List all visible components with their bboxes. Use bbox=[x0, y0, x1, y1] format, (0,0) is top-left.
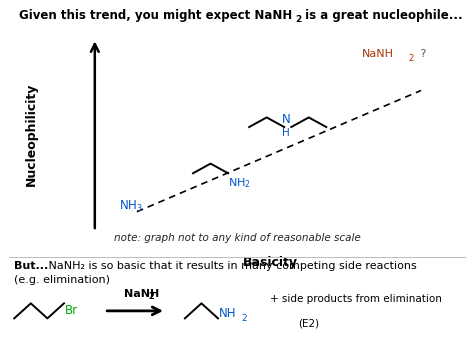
Text: (E2): (E2) bbox=[299, 318, 320, 329]
Text: Br: Br bbox=[65, 303, 78, 317]
Text: note: graph not to any kind of reasonable scale: note: graph not to any kind of reasonabl… bbox=[114, 233, 360, 243]
Text: is a great nucleophile...: is a great nucleophile... bbox=[301, 9, 462, 22]
Text: Nucleophilicity: Nucleophilicity bbox=[25, 83, 38, 187]
Text: 2: 2 bbox=[295, 15, 301, 24]
Text: H: H bbox=[282, 128, 290, 138]
Text: NaNH: NaNH bbox=[124, 289, 159, 299]
Text: + side products from elimination: + side products from elimination bbox=[270, 294, 442, 304]
Text: NH: NH bbox=[219, 307, 237, 320]
Text: NaNH: NaNH bbox=[361, 49, 393, 59]
Text: Given this trend, you might expect NaNH: Given this trend, you might expect NaNH bbox=[19, 9, 292, 22]
Text: (e.g. elimination): (e.g. elimination) bbox=[14, 275, 110, 285]
Text: ?: ? bbox=[418, 49, 427, 59]
Text: 2: 2 bbox=[242, 314, 247, 323]
Text: $\mathregular{NH_2}$: $\mathregular{NH_2}$ bbox=[228, 176, 251, 190]
Text: 2: 2 bbox=[148, 292, 154, 301]
Text: N: N bbox=[282, 113, 291, 126]
Text: Basicity: Basicity bbox=[243, 256, 298, 269]
Text: NaNH₂ is so basic that it results in many competing side reactions: NaNH₂ is so basic that it results in man… bbox=[45, 261, 417, 271]
Text: 2: 2 bbox=[409, 54, 414, 63]
Text: But...: But... bbox=[14, 261, 48, 271]
Text: $\mathregular{NH_3}$: $\mathregular{NH_3}$ bbox=[119, 198, 144, 214]
